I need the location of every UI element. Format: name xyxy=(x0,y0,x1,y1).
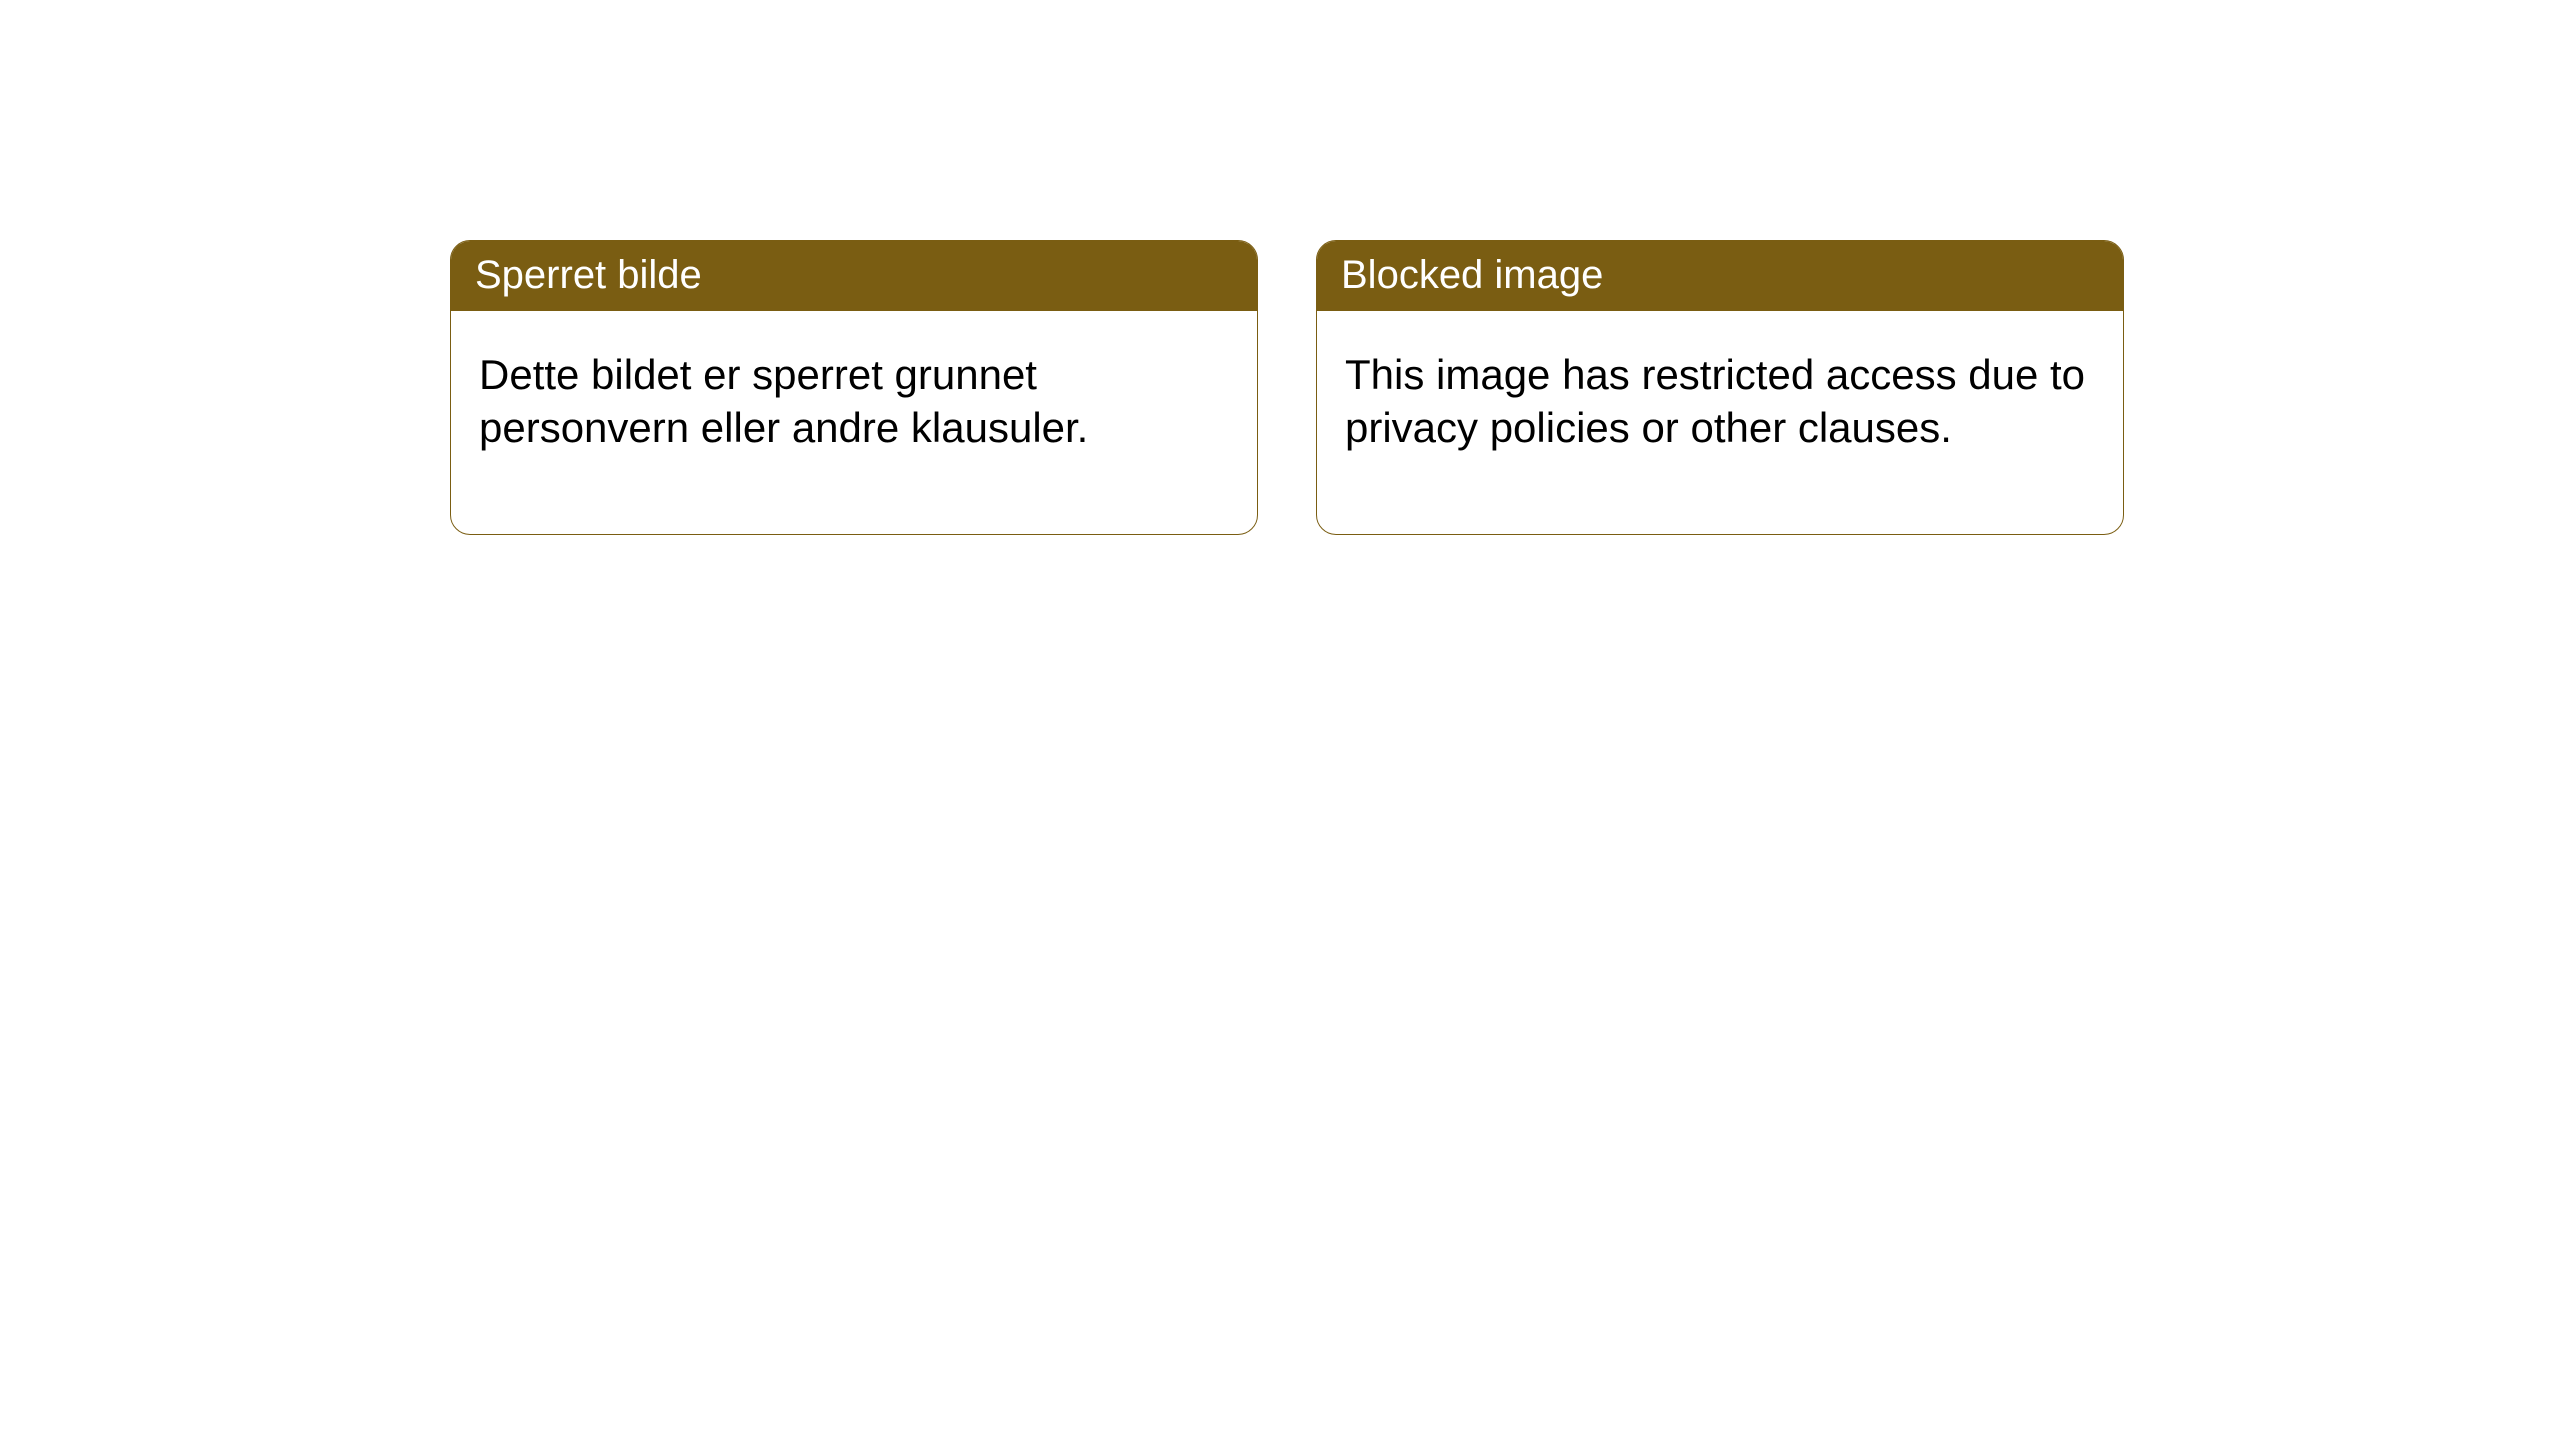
card-header: Sperret bilde xyxy=(451,241,1257,311)
notice-card-container: Sperret bilde Dette bildet er sperret gr… xyxy=(450,240,2124,535)
card-title: Blocked image xyxy=(1341,253,1603,297)
card-title: Sperret bilde xyxy=(475,253,702,297)
card-body: Dette bildet er sperret grunnet personve… xyxy=(451,311,1257,534)
card-body: This image has restricted access due to … xyxy=(1317,311,2123,534)
notice-card-english: Blocked image This image has restricted … xyxy=(1316,240,2124,535)
notice-card-norwegian: Sperret bilde Dette bildet er sperret gr… xyxy=(450,240,1258,535)
card-header: Blocked image xyxy=(1317,241,2123,311)
card-body-text: Dette bildet er sperret grunnet personve… xyxy=(479,351,1088,451)
card-body-text: This image has restricted access due to … xyxy=(1345,351,2085,451)
